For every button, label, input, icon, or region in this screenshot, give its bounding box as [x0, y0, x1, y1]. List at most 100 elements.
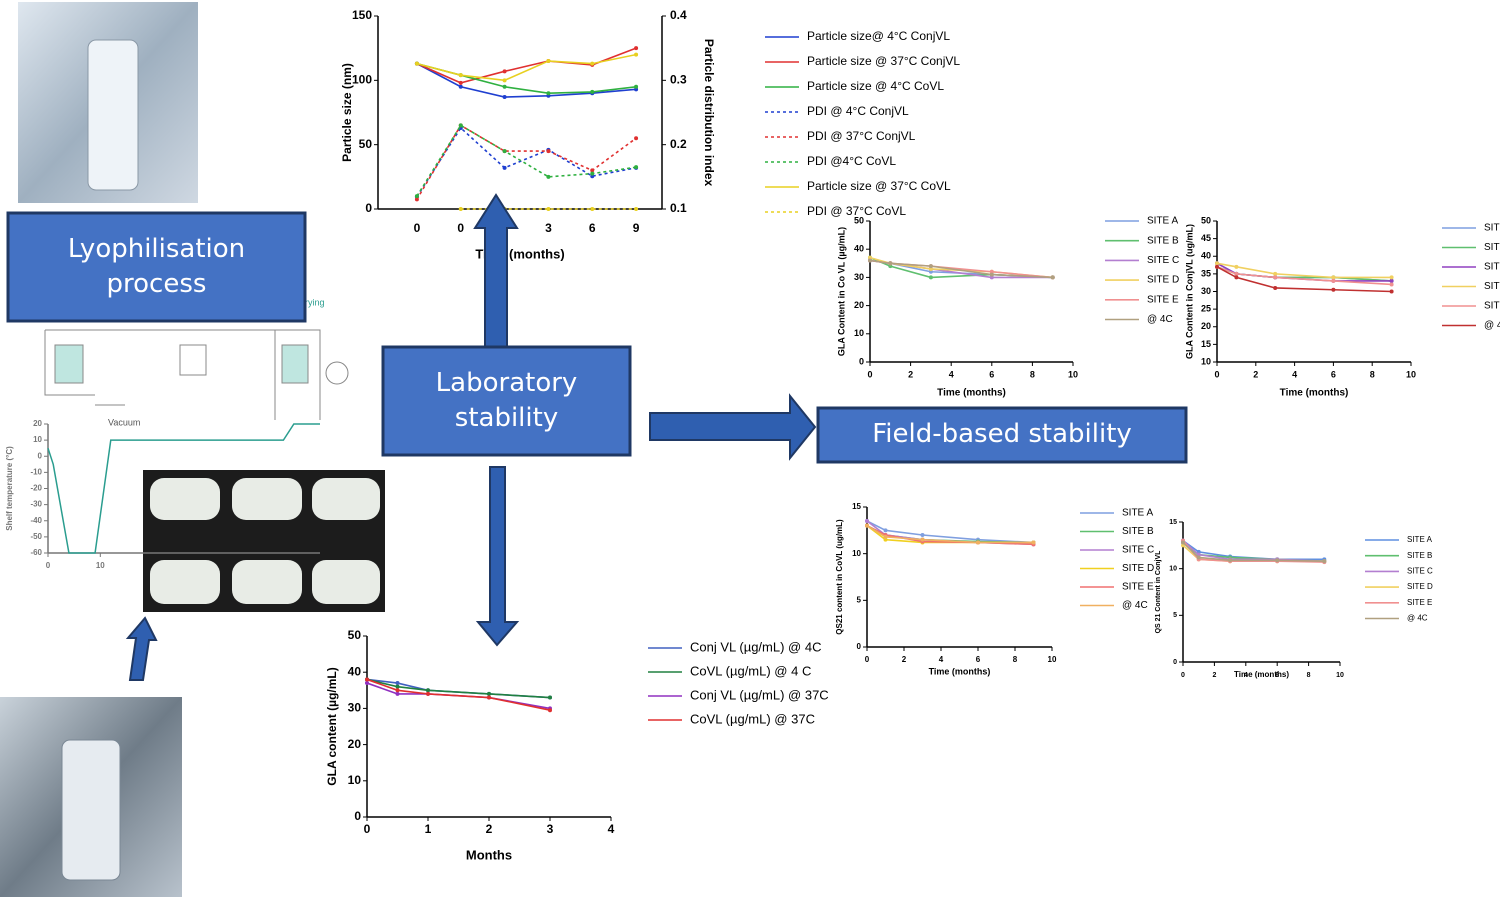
legend-label: Particle size @ 37°C ConjVL: [807, 54, 960, 68]
point: [1389, 289, 1394, 294]
point: [634, 207, 639, 211]
legend-label: PDI @ 4°C ConjVL: [807, 104, 909, 118]
x-tick-label: 2: [486, 822, 493, 836]
y-tick-label: 150: [352, 8, 372, 22]
point: [546, 91, 551, 96]
x-tick-label: 0: [457, 221, 464, 235]
point: [1331, 278, 1336, 283]
y-tick-label: 0: [859, 356, 864, 366]
y2-tick-label: 0.4: [670, 8, 687, 22]
point: [1234, 275, 1239, 280]
legend-label: PDI @ 37°C CoVL: [807, 204, 906, 218]
point: [634, 136, 639, 141]
point: [458, 207, 463, 211]
point: [1389, 282, 1394, 287]
x-tick-label: 3: [545, 221, 552, 235]
point: [989, 269, 994, 274]
series-line: [416, 53, 637, 82]
chart: 10 15 20 25 30 35 40 45 50 0 2 4 6 8 10 Time (months) GL…: [1184, 215, 1500, 398]
node-box: [6, 211, 307, 323]
point: [1389, 278, 1394, 283]
y2-tick-label: 0.2: [670, 137, 687, 151]
point: [888, 261, 893, 266]
legend-label: SITE A: [1147, 216, 1178, 227]
x-tick-label: 8: [1307, 672, 1311, 679]
legend-label: SITE D: [1407, 582, 1433, 591]
y-tick-label: -50: [30, 532, 42, 541]
legend-label: Particle size@ 4°C ConjVL: [807, 29, 950, 43]
legend-label: Conj VL (µg/mL) @ 37C: [690, 687, 829, 702]
point: [1050, 275, 1055, 280]
y2-tick-label: 0.3: [670, 73, 687, 87]
node-label: Lyophilisation process: [67, 233, 246, 299]
point: [414, 194, 419, 199]
point: [546, 207, 551, 211]
node-box: [816, 406, 1188, 464]
legend-label: SITE C: [1147, 255, 1179, 266]
point: [1322, 559, 1327, 564]
point: [634, 52, 639, 57]
chart: 0 10 20 30 40 50 0 2 4 6 8 10 Time (months) GLA Conte…: [836, 215, 1179, 398]
point: [426, 688, 430, 693]
y2-tick-label: 0.1: [670, 201, 687, 215]
point: [920, 533, 925, 537]
point: [487, 695, 491, 700]
y-tick-label: 10: [1169, 566, 1177, 573]
x-axis-title: Time (months): [937, 388, 1006, 399]
series-line: [416, 62, 637, 98]
point: [414, 197, 419, 202]
point: [1234, 271, 1239, 276]
legend-label: SITE E: [1407, 598, 1432, 607]
legend-label: SITE C: [1122, 545, 1154, 556]
legend-label: SITE B: [1484, 242, 1500, 253]
point: [458, 84, 463, 89]
x-tick-label: 8: [1370, 369, 1375, 379]
cakes: [150, 478, 380, 604]
x-tick-label: 2: [1212, 672, 1216, 679]
legend-label: @ 4C: [1484, 320, 1500, 331]
x-tick-label: 6: [976, 655, 981, 664]
x-tick-label: 4: [949, 369, 954, 379]
x-tick-label: 6: [589, 221, 596, 235]
x-tick-label: 10: [1406, 369, 1416, 379]
legend-label: SITE B: [1122, 526, 1154, 537]
point: [888, 264, 893, 269]
x-tick-label: 3: [547, 822, 554, 836]
y-tick-label: 10: [854, 328, 864, 338]
point: [458, 73, 463, 78]
x-tick-label: 0: [414, 221, 421, 235]
point: [365, 677, 369, 682]
series-line: [416, 124, 637, 200]
point: [414, 61, 419, 66]
point: [395, 691, 400, 696]
y-tick-label: 30: [348, 701, 362, 715]
y-tick-label: -30: [30, 500, 42, 509]
point: [395, 684, 400, 689]
x-tick-label: 0: [1181, 672, 1185, 679]
point: [590, 171, 595, 176]
series-line: [1216, 262, 1392, 282]
lyo-schematic: [44, 329, 349, 420]
y-tick-label: 0: [354, 809, 361, 823]
point: [365, 681, 369, 686]
x-axis-title: Months: [466, 847, 512, 862]
legend-label: Conj VL (µg/mL) @ 4C: [690, 639, 821, 654]
x-tick-label: 10: [96, 561, 105, 570]
legend-label: SITE A: [1122, 508, 1153, 519]
y-axis-title: QS 21 Content in ConjVL: [1155, 550, 1162, 634]
annotation: Vacuum: [108, 417, 140, 427]
point: [989, 272, 994, 277]
point: [590, 89, 595, 94]
chart: 0 5 10 15 0 2 4 6 8 10 Time (months) QS 21 Content …: [1155, 519, 1433, 679]
y-tick-label: 40: [1201, 251, 1211, 261]
point: [634, 84, 639, 89]
point: [1331, 275, 1336, 280]
point: [883, 528, 888, 533]
point: [1215, 264, 1219, 269]
y-tick-label: 20: [348, 737, 362, 751]
x-tick-label: 4: [939, 655, 944, 664]
